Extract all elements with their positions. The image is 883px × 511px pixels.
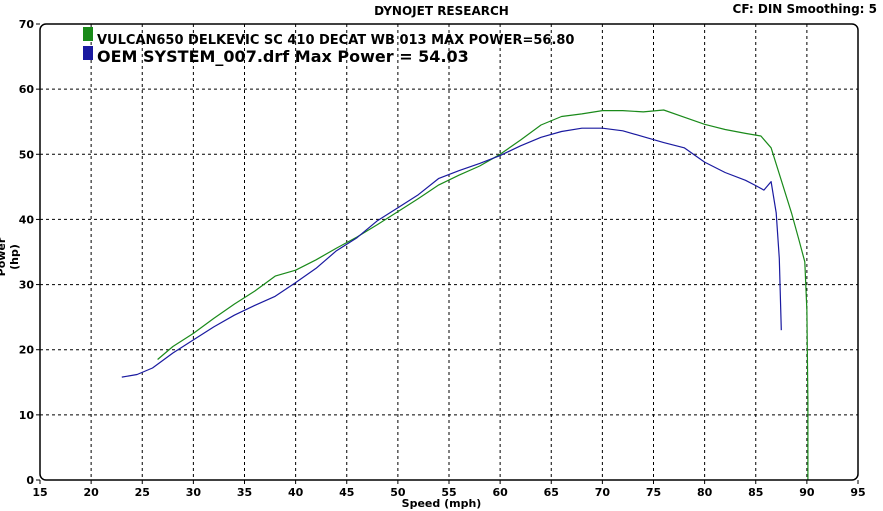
- x-tick-label: 45: [339, 486, 354, 499]
- x-tick-label: 95: [850, 486, 865, 499]
- legend-swatch-green: [83, 27, 93, 41]
- x-tick-label: 65: [544, 486, 559, 499]
- tick-labels: 15 20 25 30 35 40 45 50 55 60 65 70 75 80 85 90 95 0 10 20 3…: [19, 18, 866, 499]
- x-tick-label: 55: [441, 486, 456, 499]
- page-title: DYNOJET RESEARCH: [374, 4, 509, 18]
- y-tick-label: 40: [19, 213, 35, 226]
- x-tick-label: 25: [135, 486, 150, 499]
- x-tick-label: 30: [186, 486, 202, 499]
- x-tick-label: 80: [697, 486, 713, 499]
- series-line-2: [121, 127, 782, 378]
- y-tick-label: 20: [19, 344, 35, 357]
- y-tick-label: 30: [19, 279, 35, 292]
- plot-frame: [39, 23, 859, 481]
- x-tick-label: 85: [748, 486, 763, 499]
- x-tick-label: 70: [595, 486, 611, 499]
- x-tick-label: 75: [646, 486, 661, 499]
- legend-entry-1: VULCAN650 DELKEVIC SC 410 DECAT WB 013 M…: [97, 33, 574, 48]
- x-axis-label: Speed (mph): [401, 497, 482, 510]
- y-tick-label: 70: [19, 18, 35, 31]
- legend-entry-2: OEM SYSTEM_007.drf Max Power = 54.03: [97, 47, 469, 66]
- legend-swatch-blue: [83, 46, 93, 60]
- y-tick-label: 50: [19, 148, 35, 161]
- x-tick-label: 15: [32, 486, 47, 499]
- x-tick-label: 35: [237, 486, 252, 499]
- x-tick-label: 50: [390, 486, 406, 499]
- x-tick-label: 20: [83, 486, 99, 499]
- series-line-1: [157, 109, 809, 480]
- x-tick-label: 60: [492, 486, 508, 499]
- x-tick-label: 40: [288, 486, 304, 499]
- cf-smoothing-label: CF: DIN Smoothing: 5: [732, 2, 877, 16]
- x-tick-label: 90: [799, 486, 815, 499]
- series-lines: [121, 109, 809, 480]
- legend: VULCAN650 DELKEVIC SC 410 DECAT WB 013 M…: [83, 27, 574, 66]
- y-tick-label: 0: [26, 474, 34, 487]
- grid: [36, 23, 859, 484]
- y-tick-label: 10: [19, 409, 35, 422]
- y-tick-label: 60: [19, 83, 35, 96]
